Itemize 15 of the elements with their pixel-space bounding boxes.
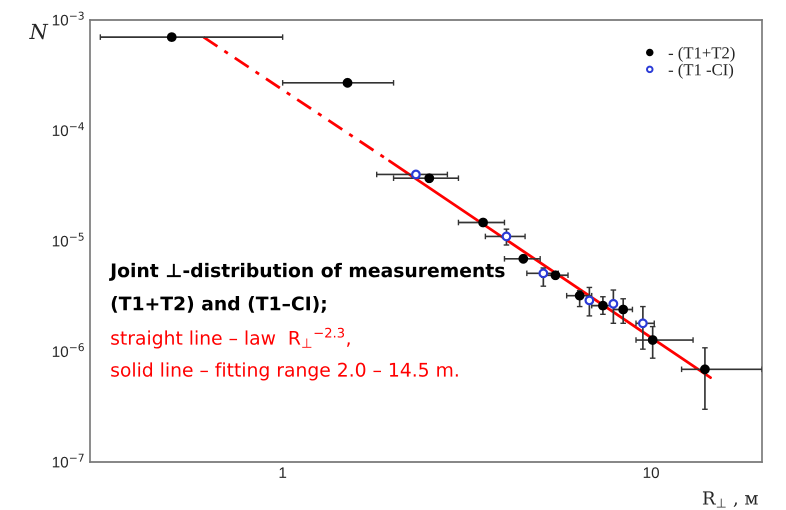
- x-tick-label: 10: [644, 467, 659, 478]
- annotation: straight line – law R$_{⊥}$$^{−2.3}$,: [111, 328, 350, 349]
- legend-label: - (T1+T2): [668, 46, 735, 62]
- x-axis-title: R$_{⊥}$ , м: [702, 491, 758, 508]
- y-tick-label: 10$^{−5}$: [52, 232, 84, 247]
- y-tick-label: 10$^{−7}$: [52, 454, 84, 468]
- y-tick-label: 10$^{−3}$: [52, 12, 84, 26]
- x-tick-label: 1: [280, 467, 286, 478]
- y-axis-title: N: [29, 24, 48, 40]
- annotation: Joint ⊥-distribution of measurements: [109, 262, 505, 281]
- annotation: (T1+T2) and (T1–CI);: [112, 296, 326, 313]
- y-tick-label: 10$^{−6}$: [52, 343, 84, 358]
- legend-label: - (T1 -CI): [668, 64, 734, 79]
- y-tick-label: 10$^{−4}$: [52, 122, 84, 136]
- annotation: solid line – fitting range 2.0 – 14.5 m.: [111, 362, 458, 380]
